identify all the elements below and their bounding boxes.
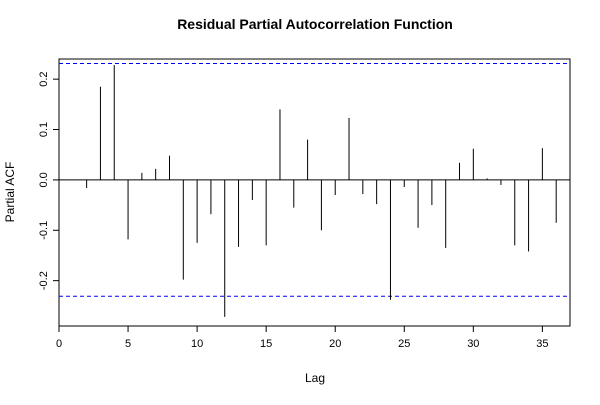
- x-tick-label-0: 0: [56, 338, 62, 350]
- x-axis-label: Lag: [305, 371, 325, 385]
- x-tick-label-5: 5: [125, 338, 131, 350]
- x-tick-label-30: 30: [467, 338, 479, 350]
- x-tick-label-10: 10: [191, 338, 203, 350]
- y-tick-label-1: -0.1: [38, 221, 50, 240]
- x-tick-label-35: 35: [536, 338, 548, 350]
- y-tick-label-4: 0.2: [38, 72, 50, 87]
- chart-title: Residual Partial Autocorrelation Functio…: [177, 16, 453, 32]
- plot-area: 0 5 10 15 20 25 30 35 -0.2 -0.1 0.0 0.1 0.2: [38, 58, 571, 350]
- x-tick-label-25: 25: [398, 338, 410, 350]
- plot-frame: [58, 58, 571, 327]
- x-tick-label-15: 15: [260, 338, 272, 350]
- y-tick-label-0: -0.2: [38, 271, 50, 290]
- x-tick-label-20: 20: [329, 338, 341, 350]
- y-axis-label: Partial ACF: [3, 162, 17, 223]
- y-tick-label-3: 0.1: [38, 122, 50, 137]
- y-tick-label-2: 0.0: [38, 172, 50, 187]
